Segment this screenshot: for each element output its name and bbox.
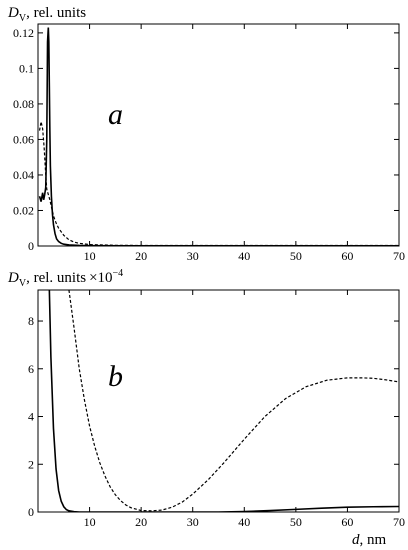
panel-b-series-dashed	[68, 290, 399, 512]
panel-a-ytick-label-2: 0.04	[13, 168, 34, 182]
panel-a-ytick-label-1: 0.02	[13, 203, 34, 217]
panel-a-ytick-label-5: 0.1	[19, 61, 34, 75]
panel-b-series	[48, 290, 399, 512]
panel-b-ytick-label-2: 4	[28, 410, 34, 424]
panel-b-ytick-label-0: 0	[28, 505, 34, 519]
panel-b-xlabel-text: , nm	[360, 532, 387, 548]
panel-b-ylabel-multiplier: ×10	[89, 270, 112, 286]
panel-b-ylabel-symbol: D	[7, 270, 19, 286]
panel-b-ylabel: DV, rel. units ×10−4	[7, 268, 123, 289]
panel-a-xtick-label-70: 70	[393, 249, 405, 263]
panel-b-ylabel-subscript: V	[19, 278, 27, 289]
panel-a-xtick-label-50: 50	[290, 249, 302, 263]
panel-a: DV, rel. units 10 20 30 40 50 60 70 0 0.02 0.04 0.…	[7, 5, 405, 263]
panel-a-ticks: 10 20 30 40 50 60 70 0 0.02 0.04 0.06 0.08 0.1 0.12	[13, 24, 405, 263]
panel-b-xtick-label-30: 30	[187, 515, 199, 529]
panel-b-xtick-label-70: 70	[393, 515, 405, 529]
panel-b-xtick-label-50: 50	[290, 515, 302, 529]
panel-b-ytick-label-1: 2	[28, 457, 34, 471]
panel-b-xtick-label-20: 20	[135, 515, 147, 529]
panel-a-ylabel-subscript: V	[19, 13, 27, 24]
panel-b-frame	[37, 289, 400, 513]
panel-a-xtick-label-30: 30	[187, 249, 199, 263]
panel-b-xtick-label-60: 60	[341, 515, 353, 529]
panel-a-ylabel: DV, rel. units	[7, 5, 86, 24]
panel-b-series-solid	[48, 290, 399, 512]
panel-b-xlabel: d, nm	[352, 532, 387, 548]
panel-a-ylabel-symbol: D	[7, 5, 19, 21]
panel-a-ylabel-text: , rel. units	[26, 5, 86, 21]
panel-a-ytick-label-0: 0	[28, 239, 34, 253]
panel-a-ytick-label-3: 0.06	[13, 132, 34, 146]
panel-b-ytick-label-3: 6	[28, 362, 34, 376]
panel-a-xtick-label-10: 10	[84, 249, 96, 263]
panel-a-ytick-label-6: 0.12	[13, 26, 34, 40]
panel-b-letter: b	[108, 360, 123, 393]
panel-a-xtick-label-40: 40	[238, 249, 250, 263]
panel-a-series-solid	[38, 27, 399, 246]
panel-b-xtick-label-10: 10	[84, 515, 96, 529]
panel-b-xtick-label-40: 40	[238, 515, 250, 529]
panel-a-ytick-label-4: 0.08	[13, 97, 34, 111]
panel-a-series	[38, 27, 399, 246]
panel-b-ylabel-text: , rel. units	[26, 270, 86, 286]
panel-b-ylabel-exponent: −4	[113, 268, 124, 279]
panel-b-xlabel-symbol: d	[352, 532, 360, 548]
panel-a-frame	[37, 23, 400, 247]
panel-b-ytick-label-4: 8	[28, 314, 34, 328]
panel-b-ticks: 10 20 30 40 50 60 70 0 2 4 6 8	[28, 290, 405, 529]
panel-a-xtick-label-60: 60	[341, 249, 353, 263]
panel-b: DV, rel. units ×10−4 10 20 30 40 50 60 7002468 …	[7, 268, 405, 548]
panel-a-letter: a	[108, 98, 123, 131]
panel-a-series-dashed	[38, 121, 399, 246]
panel-a-xtick-label-20: 20	[135, 249, 147, 263]
